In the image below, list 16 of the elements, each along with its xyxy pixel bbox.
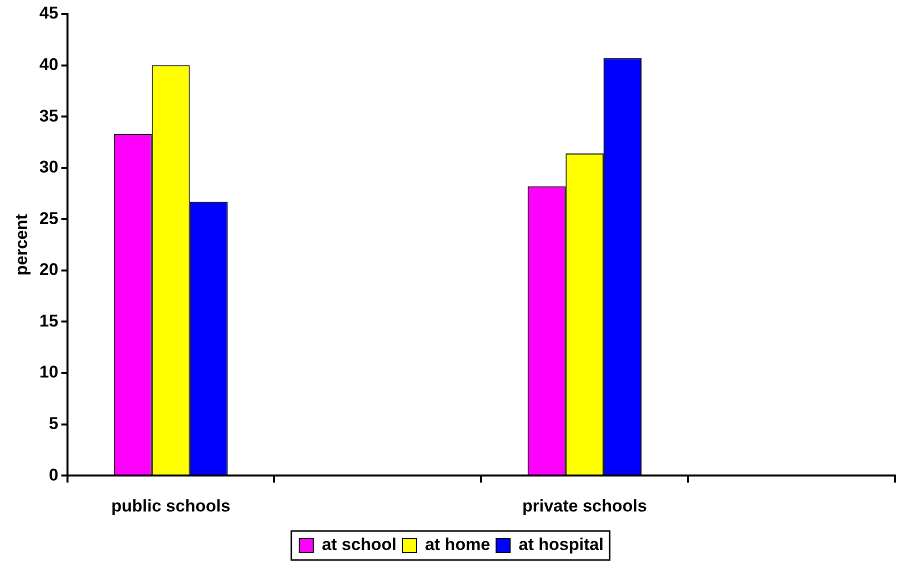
y-axis-title: percent (12, 214, 31, 276)
y-tick-label: 30 (39, 158, 58, 177)
y-tick-label: 45 (39, 4, 58, 23)
legend-label: at school (322, 535, 396, 554)
legend-label: at hospital (518, 535, 604, 554)
y-tick-label: 25 (39, 208, 58, 228)
y-tick-label: 35 (39, 106, 58, 126)
y-tick-label: 40 (39, 54, 58, 74)
y-tick-label: 5 (48, 414, 58, 433)
y-tick-label: 0 (48, 465, 58, 484)
y-tick-label: 15 (39, 311, 58, 330)
x-tick-label: public schools (111, 496, 230, 516)
legend-label: at home (424, 535, 490, 554)
y-tick-label: 10 (39, 362, 58, 382)
y-tick-label: 20 (39, 260, 58, 280)
x-tick-label: private schools (522, 496, 647, 516)
